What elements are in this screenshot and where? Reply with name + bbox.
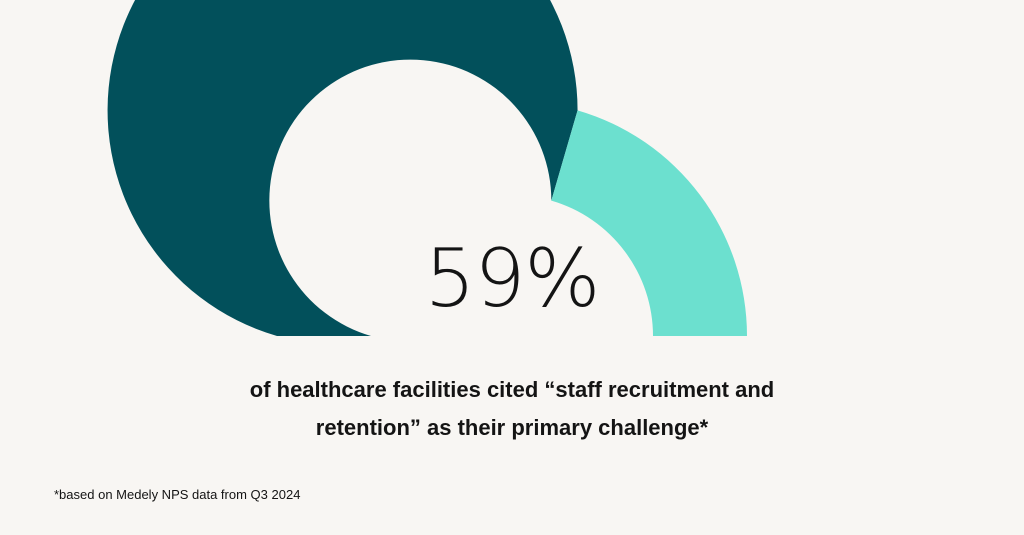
caption-line-2: retention” as their primary challenge* [315,415,709,440]
gauge-value-label: 59% [424,232,601,325]
gauge-caption: of healthcare facilities cited “staff re… [162,371,862,447]
gauge-remaining-segment [551,110,747,336]
caption-line-1: of healthcare facilities cited “staff re… [249,377,775,402]
gauge-filled-segment [107,0,578,336]
footnote: *based on Medely NPS data from Q3 2024 [54,487,301,502]
